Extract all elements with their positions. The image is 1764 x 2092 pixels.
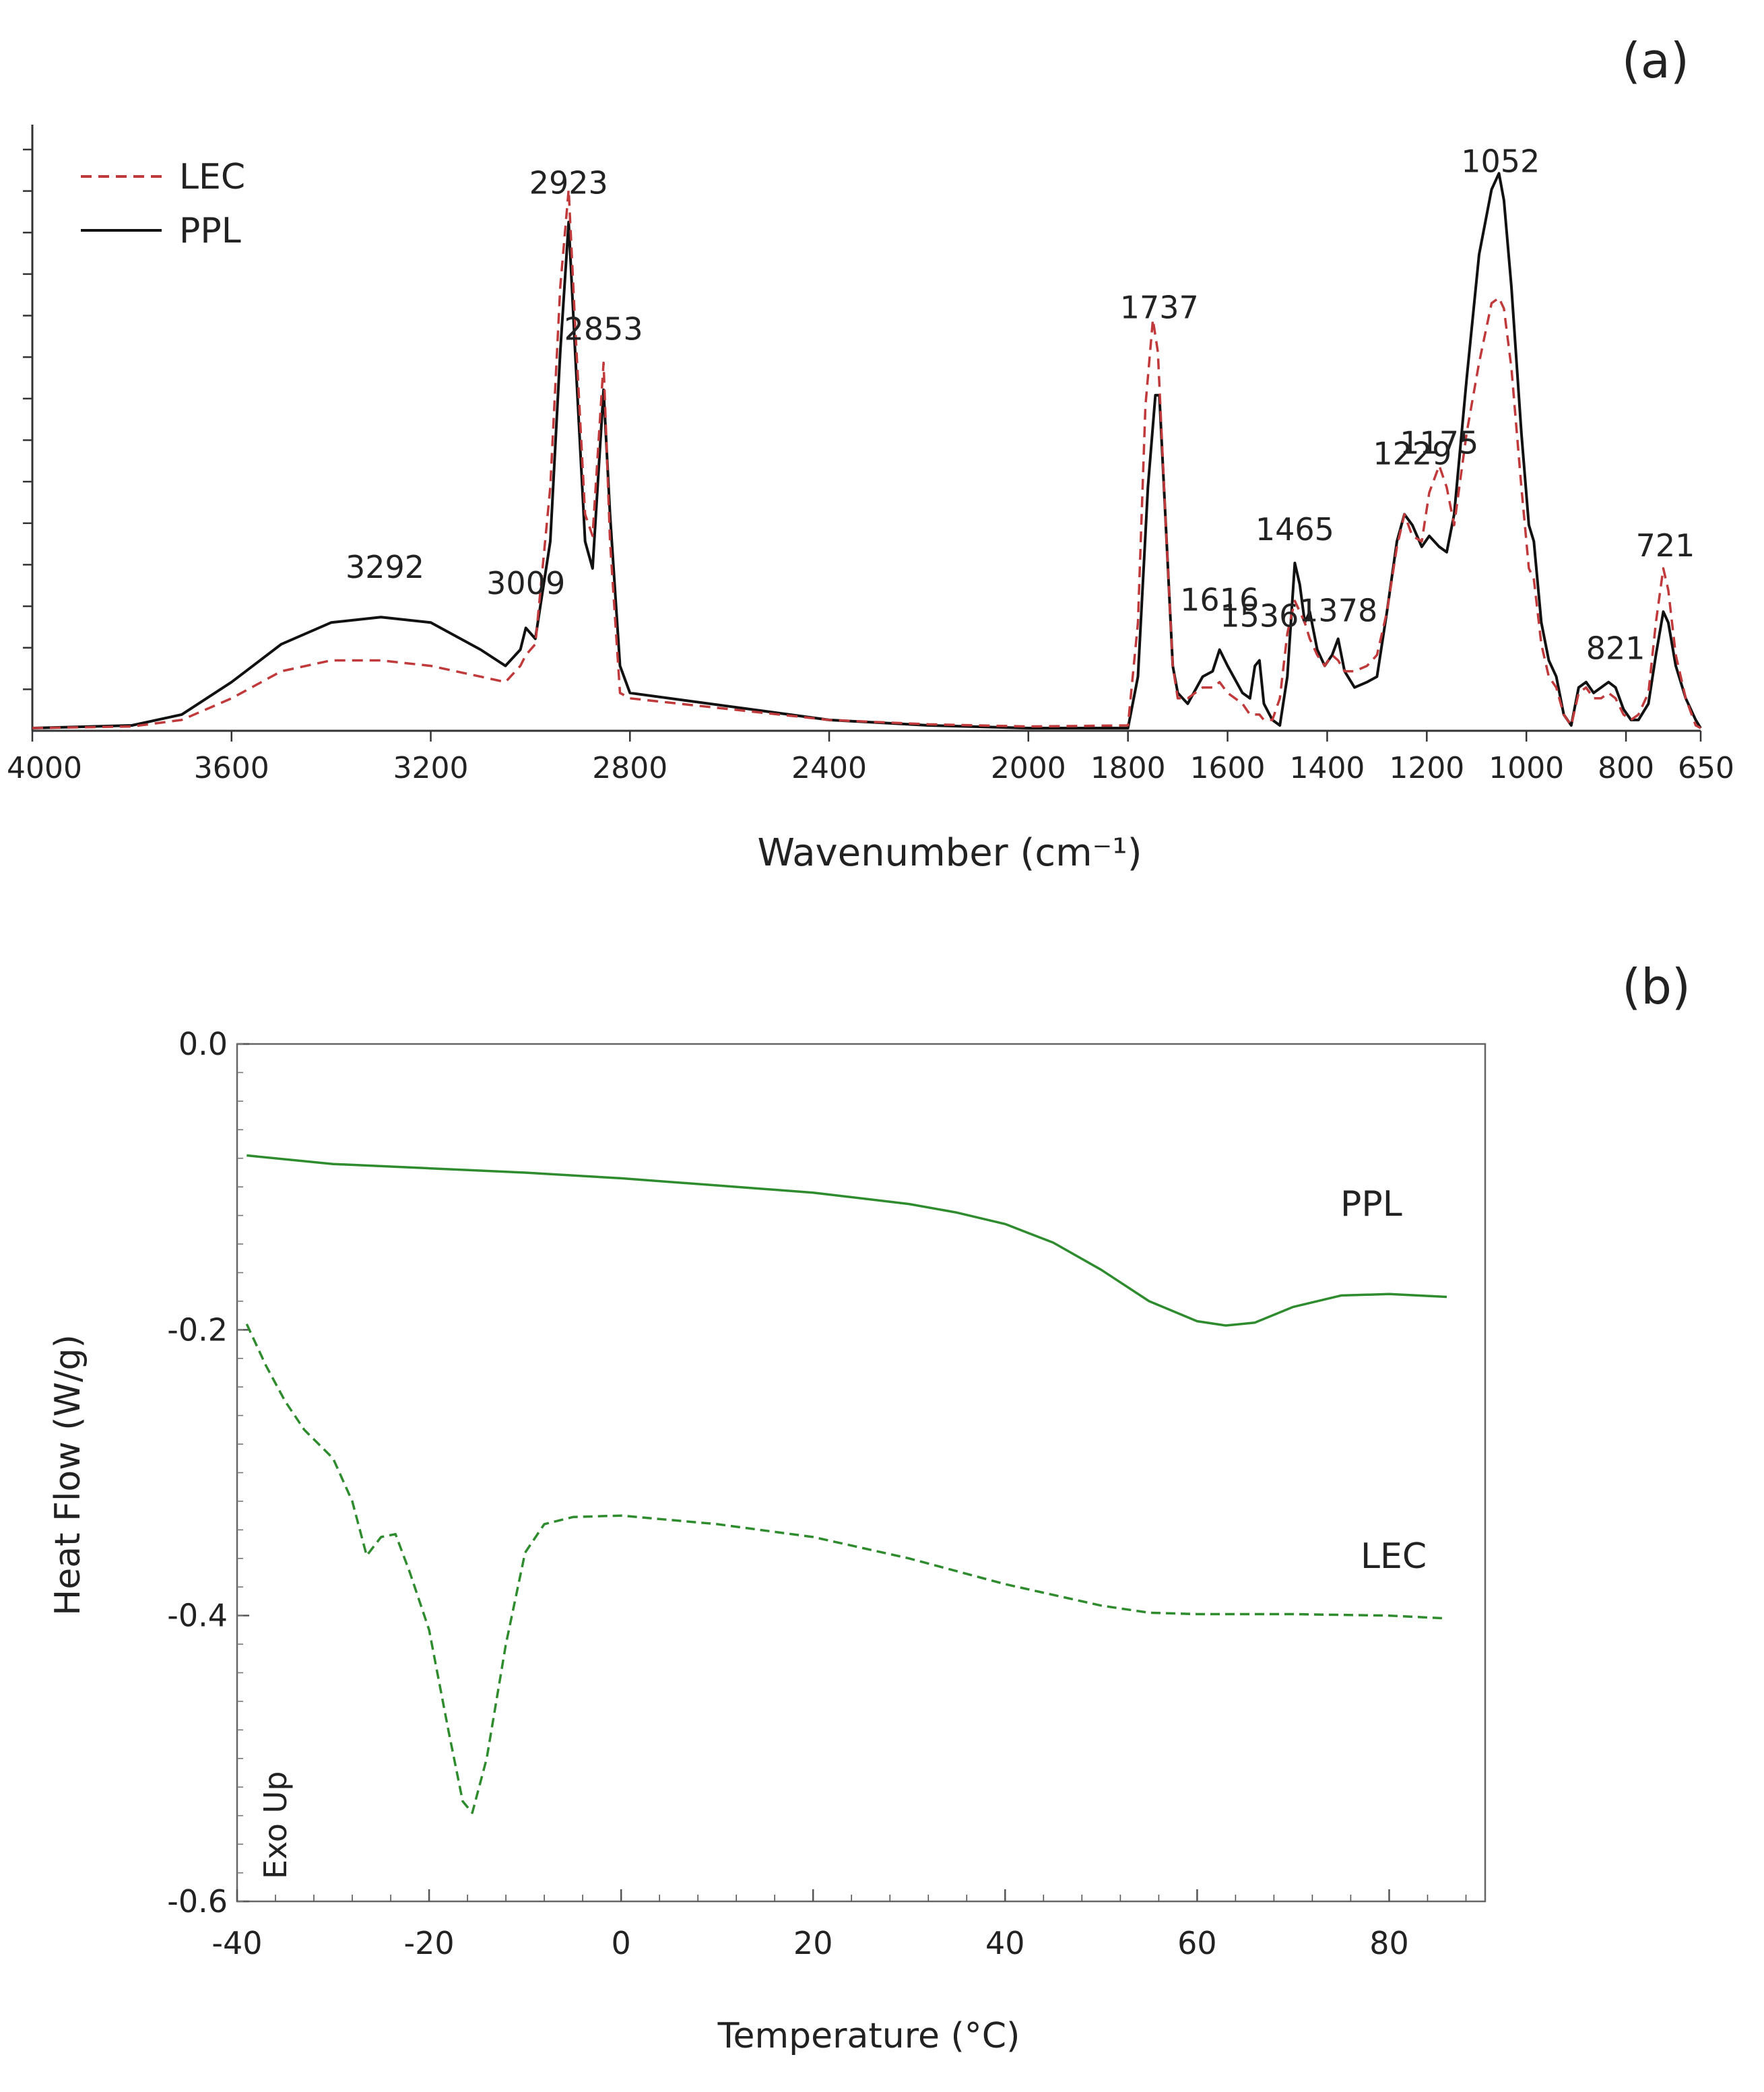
dsc-series bbox=[245, 1154, 1447, 1815]
x-tick-label-a: 1400 bbox=[1289, 751, 1365, 785]
curve-label-ppl: PPL bbox=[1340, 1184, 1402, 1224]
peak-label: 721 bbox=[1636, 527, 1695, 564]
x-axis-title-b: Temperature (°C) bbox=[717, 2016, 1020, 2056]
x-ticks-a: 4000 3600 3200 2800 2400 2000 1800 1600 1400 1200… bbox=[7, 731, 1734, 785]
peak-label: 1378 bbox=[1299, 592, 1377, 628]
y-tick-label-b: 0.0 bbox=[178, 1026, 228, 1062]
spectra-series bbox=[32, 172, 1702, 729]
x-tick-label-b: -40 bbox=[211, 1925, 262, 1961]
peak-label: 1616 bbox=[1180, 581, 1259, 618]
y-tick-label-b: -0.2 bbox=[167, 1311, 228, 1348]
peak-label: 3292 bbox=[346, 549, 424, 585]
x-tick-label-b: 60 bbox=[1177, 1925, 1217, 1961]
x-tick-label-b: 80 bbox=[1369, 1925, 1409, 1961]
series-line-lec bbox=[32, 188, 1701, 729]
x-tick-label-a: 800 bbox=[1598, 751, 1654, 785]
x-ticks-b: -40 -20 0 20 40 60 80 bbox=[211, 1889, 1467, 1961]
y-ticks-a bbox=[23, 148, 32, 690]
panel-label-a: (a) bbox=[1622, 32, 1689, 89]
series-line-ppl bbox=[32, 172, 1702, 729]
peak-label: 1052 bbox=[1461, 143, 1540, 179]
y-tick-label-b: -0.4 bbox=[167, 1598, 228, 1634]
y-tick-label-b: -0.6 bbox=[167, 1883, 228, 1920]
x-tick-label-a: 1200 bbox=[1389, 751, 1464, 785]
curve-label-lec: LEC bbox=[1361, 1536, 1427, 1577]
dsc-panel: (b) 0.0-0.2-0.4-0.6 -40 -20 0 20 40 60 80 PPL … bbox=[48, 958, 1691, 2056]
peak-label: 1229 bbox=[1373, 435, 1451, 471]
x-tick-label-a: 2800 bbox=[592, 751, 667, 785]
legend-a: LEC PPL bbox=[81, 157, 245, 251]
x-axis-title-a: Wavenumber (cm⁻¹) bbox=[757, 831, 1142, 875]
exo-up-note: Exo Up bbox=[257, 1771, 294, 1879]
x-tick-label-a: 3600 bbox=[194, 751, 269, 785]
x-tick-label-a: 3200 bbox=[393, 751, 469, 785]
x-tick-label-b: 40 bbox=[985, 1925, 1025, 1961]
peak-label: 1465 bbox=[1255, 511, 1334, 548]
legend-label-ppl: PPL bbox=[179, 211, 241, 251]
peak-label: 1536 bbox=[1220, 597, 1299, 634]
x-tick-label-a: 1000 bbox=[1489, 751, 1564, 785]
plot-frame-b bbox=[236, 1043, 1487, 1903]
x-tick-label-b: 20 bbox=[793, 1925, 833, 1961]
y-axis-title-b: Heat Flow (W/g) bbox=[48, 1334, 88, 1616]
x-tick-label-a: 1600 bbox=[1190, 751, 1266, 785]
dsc-series-line-lec bbox=[245, 1323, 1447, 1815]
peak-label: 3009 bbox=[486, 565, 565, 601]
y-ticks-b: 0.0 -0.2 -0.4 -0.6 bbox=[167, 1026, 249, 1920]
dsc-series-line-ppl bbox=[247, 1154, 1447, 1327]
x-tick-label-b: 0 bbox=[612, 1925, 631, 1961]
x-tick-label-a: 1800 bbox=[1090, 751, 1166, 785]
x-tick-label-a: 2400 bbox=[791, 751, 867, 785]
peak-label: 821 bbox=[1586, 630, 1645, 667]
x-tick-label-a: 650 bbox=[1678, 751, 1734, 785]
panel-label-b: (b) bbox=[1622, 958, 1691, 1015]
legend-label-lec: LEC bbox=[179, 157, 245, 197]
x-tick-label-a: 2000 bbox=[991, 751, 1066, 785]
peak-label: 2853 bbox=[564, 311, 643, 348]
x-tick-label-b: -20 bbox=[404, 1925, 455, 1961]
peak-label: 1737 bbox=[1120, 289, 1199, 325]
peak-label: 2923 bbox=[529, 165, 608, 201]
peak-label: 1175 bbox=[1400, 424, 1478, 461]
x-tick-label-a: 4000 bbox=[7, 751, 82, 785]
ftir-panel: (a) 4000 3600 3200 2800 2400 2000 1800 1600 1400… bbox=[7, 32, 1734, 875]
